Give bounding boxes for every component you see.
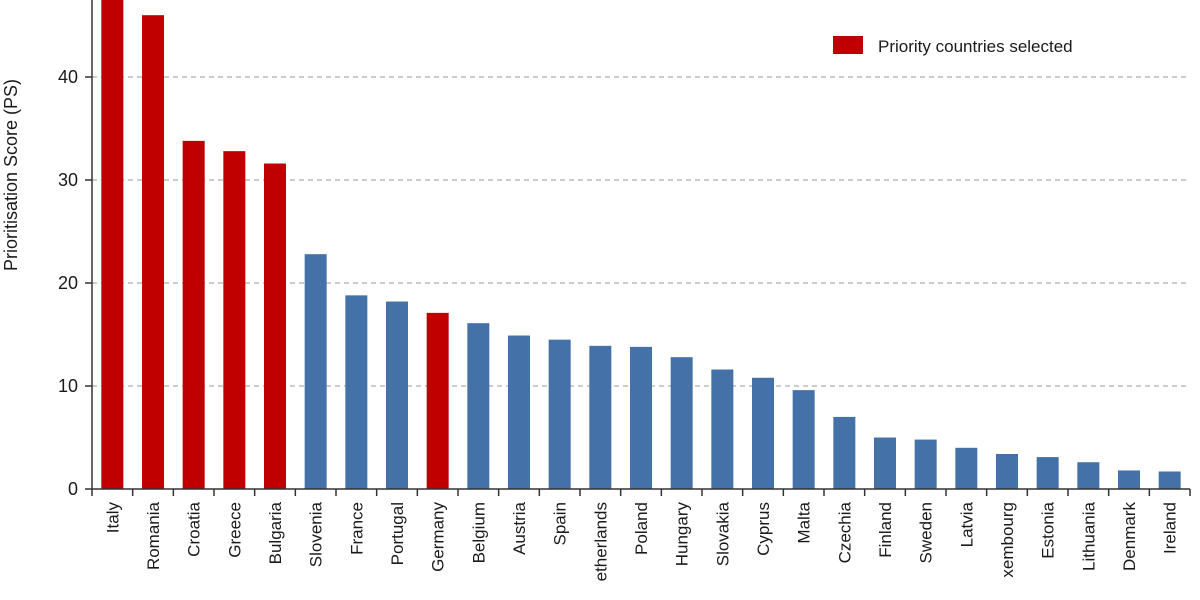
bar-slovenia [304, 254, 327, 489]
y-tick-label: 20 [58, 273, 78, 293]
bars [101, 0, 1181, 490]
legend: Priority countries selected [833, 36, 1073, 56]
bar-bulgaria [264, 163, 286, 489]
bar-greece [223, 151, 246, 489]
bar-austria [508, 335, 530, 489]
x-tick-label: Bulgaria [266, 501, 285, 564]
axes [85, 0, 1191, 496]
x-tick-label: xembourg [998, 502, 1017, 578]
bar-netherlands [589, 345, 612, 489]
x-tick-label: Croatia [185, 501, 204, 556]
bar-malta [792, 390, 815, 489]
legend-swatch-priority [833, 36, 863, 54]
x-tick-label: Italy [103, 502, 122, 534]
bar-slovakia [711, 369, 734, 489]
y-tick-label: 10 [58, 376, 78, 396]
x-tick-label: Denmark [1120, 502, 1139, 571]
x-tick-label: France [347, 502, 366, 555]
y-axis-title: Prioritisation Score (PS) [1, 79, 21, 271]
bar-sweden [914, 439, 937, 489]
bar-spain [548, 339, 571, 489]
x-tick-label: Slovenia [307, 501, 326, 567]
bar-germany [426, 312, 449, 489]
bar-france [345, 295, 368, 489]
x-tick-label: Germany [429, 502, 448, 572]
bar-portugal [386, 301, 408, 489]
x-tick-label: Slovakia [713, 501, 732, 566]
x-tick-label: Malta [795, 501, 814, 543]
x-tick-label: Czechia [835, 501, 854, 563]
bar-croatia [182, 140, 205, 490]
legend-label-priority: Priority countries selected [878, 37, 1073, 56]
x-tick-label: Ireland [1161, 502, 1180, 554]
x-tick-label: Hungary [673, 502, 692, 567]
bar-cyprus [752, 377, 774, 489]
x-tick-label: Finland [876, 502, 895, 558]
x-tick-label: Latvia [957, 501, 976, 547]
bar-hungary [670, 357, 693, 489]
y-tick-label: 30 [58, 170, 78, 190]
x-tick-label: Poland [632, 502, 651, 555]
x-tick-label: etherlands [591, 502, 610, 581]
bar-finland [874, 437, 896, 489]
gridlines [92, 76, 1190, 387]
bar-italy [101, 0, 124, 489]
bar-romania [142, 15, 164, 489]
bar-denmark [1118, 470, 1140, 489]
x-tick-label: Lithuania [1079, 501, 1098, 571]
bar-luxembourg [996, 453, 1018, 489]
x-tick-label: Romania [144, 501, 163, 570]
bar-czechia [833, 416, 856, 489]
bar-ireland [1158, 471, 1181, 489]
x-tick-label: Sweden [917, 502, 936, 563]
x-tick-label: Spain [551, 502, 570, 545]
bar-belgium [467, 323, 490, 489]
bar-lithuania [1077, 462, 1100, 489]
y-tick-label: 40 [58, 67, 78, 87]
x-tick-label: Estonia [1039, 501, 1058, 558]
y-tick-label: 0 [68, 479, 78, 499]
x-tick-label: Cyprus [754, 502, 773, 556]
bar-poland [630, 346, 652, 489]
x-tick-label: Austria [510, 501, 529, 554]
y-tick-labels: 0 10 20 30 40 [58, 67, 78, 499]
x-tick-label: Belgium [469, 502, 488, 563]
bar-estonia [1036, 457, 1059, 489]
x-tick-label: Greece [225, 502, 244, 558]
bar-latvia [955, 447, 978, 489]
x-tick-label: Portugal [388, 502, 407, 565]
x-tick-labels: Italy Romania Croatia Greece Bulgaria Sloveni… [103, 501, 1179, 581]
